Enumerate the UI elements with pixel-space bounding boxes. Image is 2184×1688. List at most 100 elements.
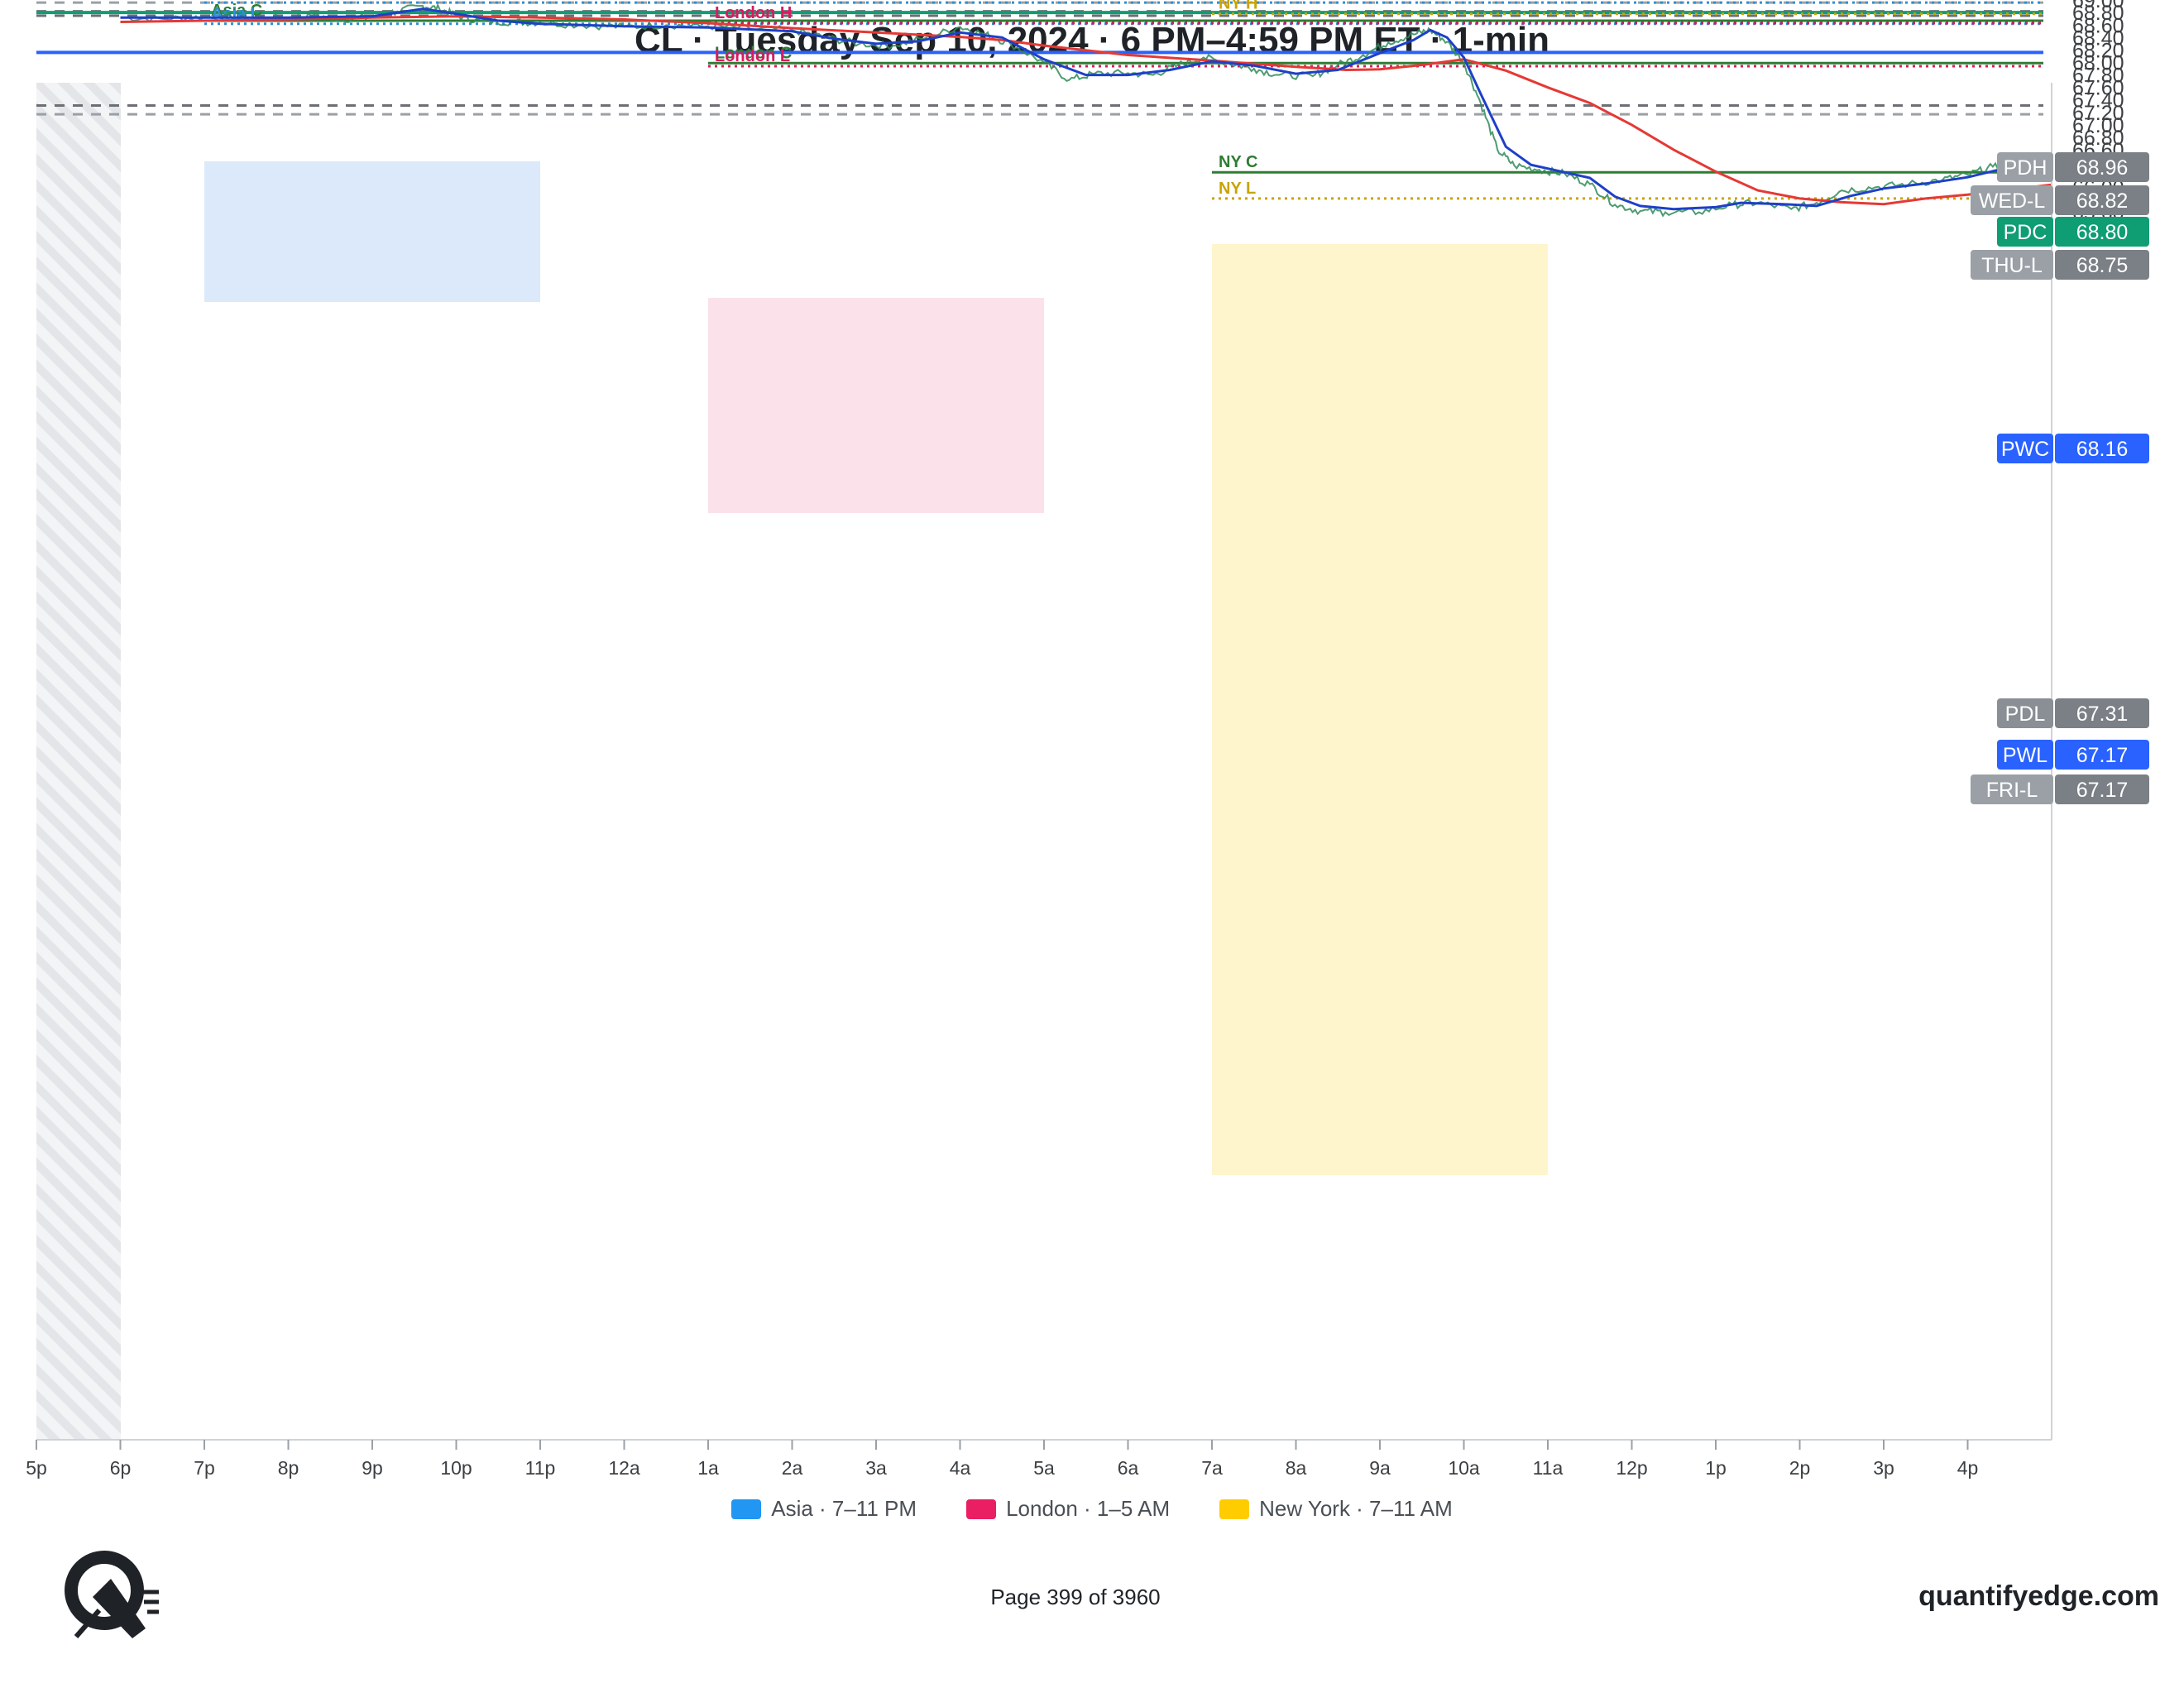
y-tick-label: 67.40 <box>2072 89 2124 113</box>
session-box-london <box>708 298 1044 513</box>
legend-swatch <box>731 1499 762 1519</box>
x-tick-label: 2p <box>1789 1457 1811 1479</box>
x-tick-label: 4p <box>1957 1457 1979 1479</box>
level-badge-value-bg <box>2055 774 2149 804</box>
level-badge-name: FRI-L <box>1986 779 2038 802</box>
x-tick-label: 11p <box>525 1457 556 1479</box>
legend-label: London · 1–5 AM <box>1006 1496 1171 1521</box>
level-badge-name-bg <box>1997 217 2053 247</box>
level-badge-value: 68.96 <box>2076 156 2129 180</box>
level-badge-value: 67.17 <box>2076 779 2129 802</box>
level-badge-value-bg <box>2055 698 2149 728</box>
level-badge-value: 68.80 <box>2076 221 2129 244</box>
x-tick-label: 1p <box>1705 1457 1727 1479</box>
moving-average-blue <box>120 7 2052 211</box>
x-tick-label: 12a <box>608 1457 640 1479</box>
level-badge-value: 67.17 <box>2076 744 2129 767</box>
legend-label: New York · 7–11 AM <box>1259 1496 1453 1521</box>
session-box-asia <box>204 161 540 302</box>
y-tick-label: 68.20 <box>2072 39 2124 62</box>
level-badge-name: PWL <box>2003 744 2048 767</box>
x-tick-label: 10p <box>440 1457 472 1479</box>
legend-item: New York · 7–11 AM <box>1219 1496 1453 1522</box>
y-tick-label: 67.20 <box>2072 102 2124 125</box>
y-tick-label: 68.80 <box>2072 2 2124 25</box>
level-badge-value: 68.16 <box>2076 438 2129 461</box>
level-badge-pdh: PDH 68.96 <box>1997 152 2149 182</box>
x-tick-label: 4a <box>950 1457 971 1479</box>
x-tick-label: 8a <box>1286 1457 1307 1479</box>
x-tick-label: 5p <box>26 1457 47 1479</box>
x-tick-label: 9p <box>362 1457 383 1479</box>
level-badge-name: WED-L <box>1979 189 2046 213</box>
level-badge-name: THU-L <box>1981 254 2043 277</box>
x-tick-label: 2a <box>782 1457 803 1479</box>
level-badge-name-bg <box>1997 434 2053 463</box>
session-level-label: Asia C <box>211 2 262 20</box>
legend-swatch <box>966 1499 997 1519</box>
level-badge-name-bg <box>1997 698 2053 728</box>
session-box-new-york <box>1212 244 1548 1175</box>
session-level-label: NY C <box>1219 153 1257 171</box>
level-badge-thu-l: THU-L 68.75 <box>1971 250 2149 280</box>
level-badge-value-bg <box>2055 217 2149 247</box>
level-badge-value-bg <box>2055 434 2149 463</box>
legend-swatch <box>1219 1499 1250 1519</box>
level-badge-pdl: PDL 67.31 <box>1997 698 2149 728</box>
level-badge-value-bg <box>2055 152 2149 182</box>
x-tick-label: 11a <box>1533 1457 1564 1479</box>
legend-item: Asia · 7–11 PM <box>731 1496 917 1522</box>
level-badge-pwl: PWL 67.17 <box>1997 740 2149 770</box>
site-name: quantifyedge.com <box>1918 1580 2159 1612</box>
level-badge-name-bg <box>1997 740 2053 770</box>
level-badge-pdc: PDC 68.80 <box>1997 217 2149 247</box>
x-tick-label: 3a <box>865 1457 887 1479</box>
session-level-label: NY H <box>1219 0 1257 13</box>
level-badge-value: 68.75 <box>2076 254 2129 277</box>
level-badge-value-bg <box>2055 185 2149 215</box>
level-badge-name-bg <box>1997 152 2053 182</box>
x-tick-label: 7a <box>1201 1457 1223 1479</box>
level-badge-name-bg <box>1971 185 2053 215</box>
session-level-label: London L <box>715 47 790 65</box>
y-tick-label: 68.00 <box>2072 52 2124 75</box>
level-badge-pwc: PWC 68.16 <box>1997 434 2149 463</box>
session-level-label: London H <box>715 4 792 22</box>
x-tick-label: 1a <box>697 1457 719 1479</box>
level-badge-fri-l: FRI-L 67.17 <box>1971 774 2149 804</box>
y-tick-label: 67.00 <box>2072 114 2124 137</box>
x-tick-label: 10a <box>1448 1457 1480 1479</box>
level-badge-value: 67.31 <box>2076 703 2129 726</box>
level-badge-name-bg <box>1971 250 2053 280</box>
y-tick-label: 67.60 <box>2072 77 2124 100</box>
x-tick-label: 9a <box>1369 1457 1391 1479</box>
moving-average-red <box>120 15 2052 206</box>
level-badge-value: 68.82 <box>2076 189 2129 213</box>
level-badge-name: PWC <box>2001 438 2049 461</box>
x-tick-label: 6p <box>110 1457 132 1479</box>
level-badge-name: PDL <box>2005 703 2046 726</box>
x-tick-label: 7p <box>194 1457 215 1479</box>
page-number: Page 399 of 3960 <box>990 1585 1161 1609</box>
y-tick-label: 69.00 <box>2072 0 2124 12</box>
session-level-label: London C <box>715 44 792 62</box>
y-tick-label: 67.80 <box>2072 65 2124 88</box>
x-tick-label: 3p <box>1873 1457 1894 1479</box>
x-tick-label: 12p <box>1616 1457 1647 1479</box>
level-badge-value-bg <box>2055 740 2149 770</box>
pre-session-hatch <box>36 83 121 1440</box>
level-badge-name: PDH <box>2004 156 2048 180</box>
level-badge-value-bg <box>2055 250 2149 280</box>
quantifyedge-logo-icon <box>65 1551 159 1638</box>
y-tick-label: 66.80 <box>2072 127 2124 150</box>
legend-label: Asia · 7–11 PM <box>771 1496 917 1521</box>
x-tick-label: 6a <box>1118 1457 1139 1479</box>
y-tick-label: 68.60 <box>2072 14 2124 37</box>
level-badge-name-bg <box>1971 774 2053 804</box>
level-badge-wed-l: WED-L 68.82 <box>1971 185 2149 215</box>
legend-item: London · 1–5 AM <box>966 1496 1170 1522</box>
x-tick-label: 8p <box>278 1457 299 1479</box>
session-level-label: Asia H <box>211 0 262 2</box>
y-tick-label: 68.40 <box>2072 26 2124 50</box>
